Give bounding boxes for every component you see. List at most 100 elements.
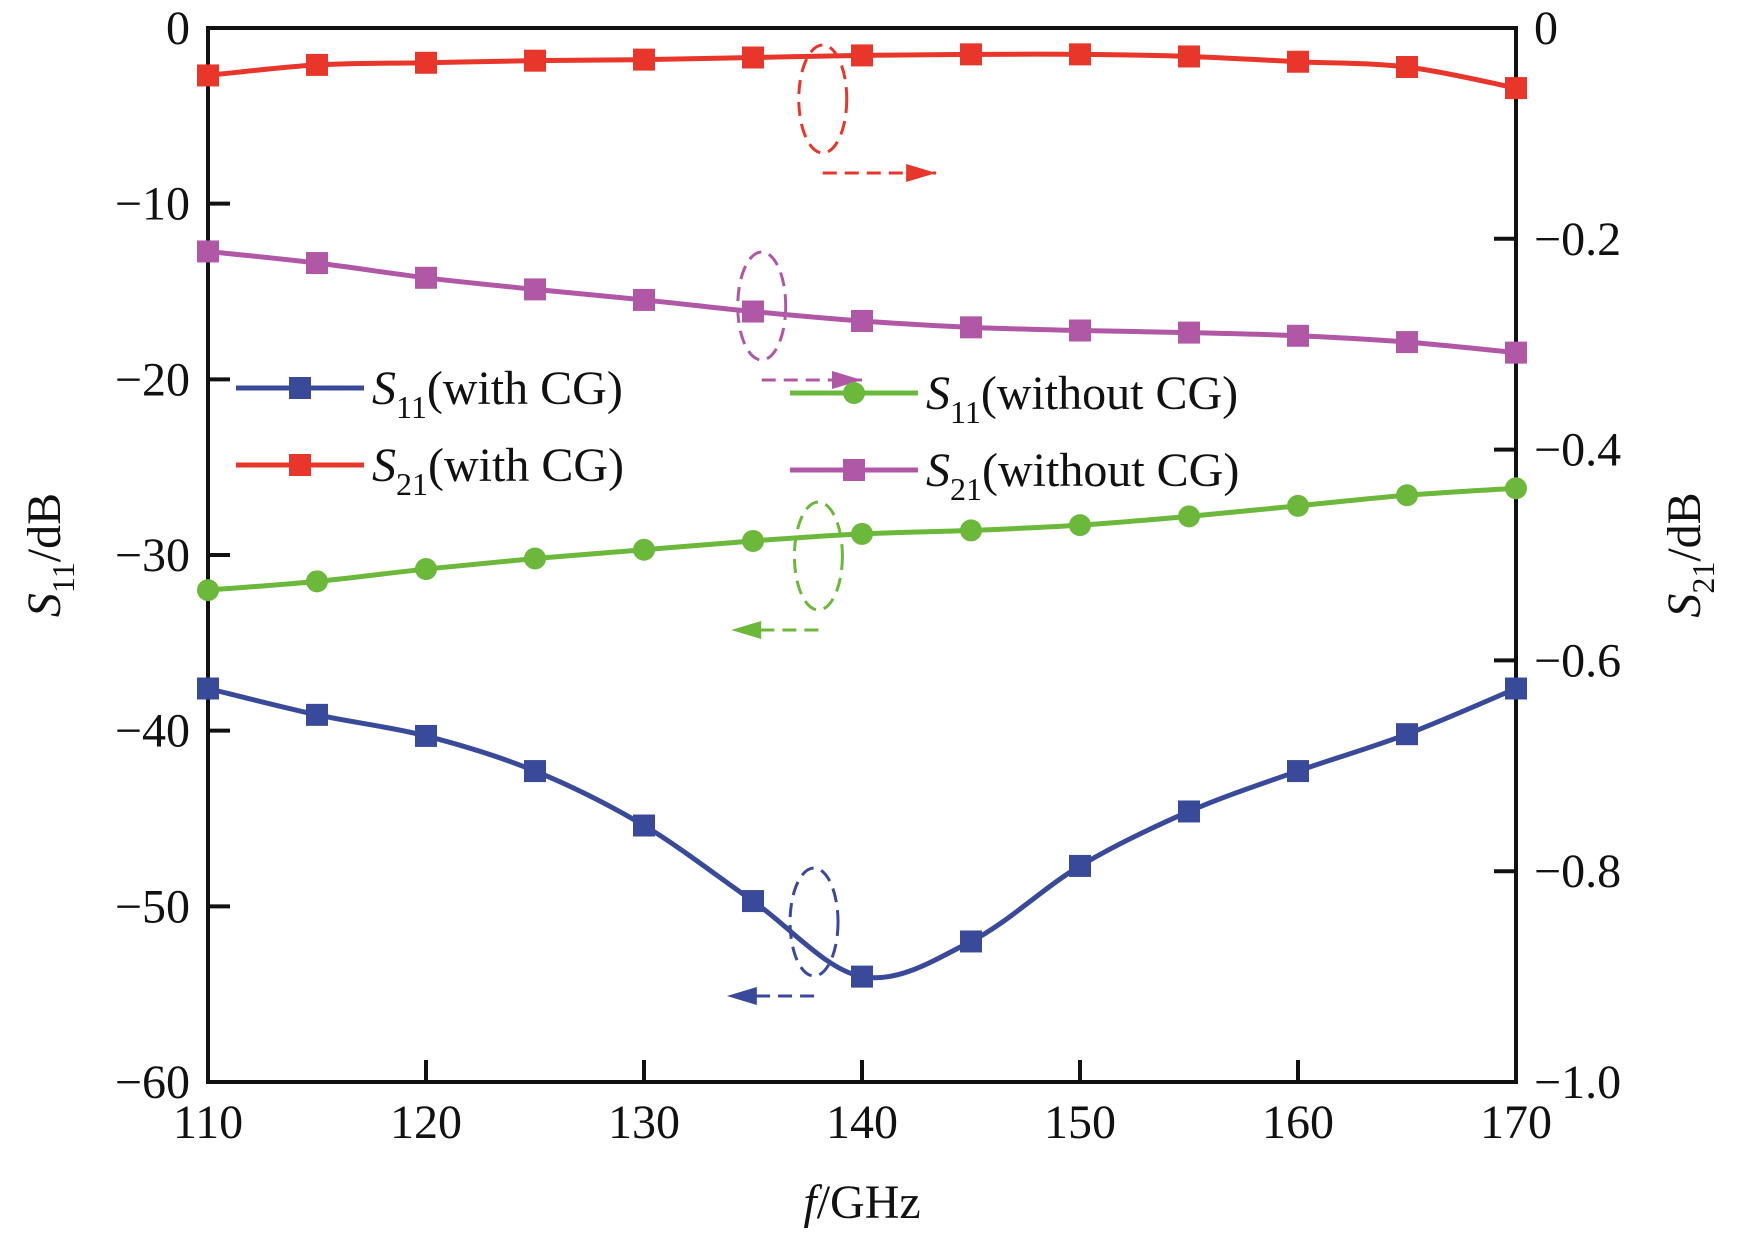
data-point [1505, 677, 1527, 700]
plot-frame [206, 26, 1518, 1084]
data-point [306, 703, 328, 726]
data-point [197, 240, 219, 263]
x-tick-label: 160 [1262, 1096, 1334, 1149]
data-point [1287, 50, 1309, 73]
legend-entry: S11(with CG) [236, 362, 623, 425]
right-axis-title: S21/dB [1658, 492, 1721, 617]
left-tick-label: −60 [115, 1056, 190, 1109]
data-point [415, 266, 437, 289]
data-point [1396, 331, 1418, 354]
right-tick-label: −0.4 [1534, 424, 1621, 477]
data-point [1396, 484, 1418, 507]
data-point [1287, 494, 1309, 517]
legend-label: S21(with CG) [372, 439, 624, 502]
series-layer [197, 43, 1527, 988]
data-point [633, 814, 655, 837]
data-point [1069, 854, 1091, 877]
data-point [1396, 723, 1418, 746]
series-s21-without-cg- [197, 240, 1527, 364]
data-point [524, 278, 546, 301]
arrow-s21-without-cg-right [736, 250, 862, 389]
right-tick-label: −0.2 [1534, 213, 1621, 266]
data-point [742, 46, 764, 69]
data-point [633, 538, 655, 561]
axis-titles: f/GHz S11/dB S21/dB [18, 492, 1721, 1229]
data-point [960, 316, 982, 339]
data-point [851, 44, 873, 67]
data-point [1178, 800, 1200, 823]
legend-marker [289, 454, 311, 476]
legend-entry: S11(without CG) [790, 367, 1238, 430]
legend-label: S11(with CG) [372, 362, 623, 425]
right-tick-label: −0.8 [1534, 845, 1621, 898]
plot-border [206, 26, 1518, 1084]
data-point [633, 48, 655, 71]
left-tick-label: −20 [115, 353, 190, 406]
data-point [1069, 514, 1091, 537]
data-point [1178, 45, 1200, 68]
data-point [960, 43, 982, 66]
right-axis: 0 −0.2 −0.4 −0.6 −0.8 −1.0 [1494, 2, 1621, 1109]
data-point [960, 519, 982, 542]
data-point [524, 547, 546, 570]
data-point [524, 49, 546, 72]
data-point [524, 760, 546, 783]
left-axis-title: S11/dB [18, 493, 81, 617]
arrow-s11-with-cg-left [726, 866, 840, 1005]
x-axis-title: f/GHz [803, 1176, 920, 1229]
legend-marker [843, 459, 865, 481]
left-tick-label: −40 [115, 705, 190, 758]
data-point [851, 965, 873, 988]
legend-entry: S21(without CG) [790, 444, 1239, 507]
data-point [1505, 77, 1527, 100]
right-tick-label: 0 [1534, 2, 1558, 55]
series-line [207, 248, 1517, 356]
data-point [1505, 341, 1527, 364]
arrow-s21-with-cg-right [797, 43, 937, 182]
data-point [1069, 43, 1091, 66]
left-tick-label: −50 [115, 880, 190, 933]
data-point [415, 558, 437, 581]
x-tick-label: 140 [826, 1096, 898, 1149]
x-tick-label: 170 [1480, 1096, 1552, 1149]
left-axis: 0 −10 −20 −30 −40 −50 −60 [115, 2, 230, 1109]
right-tick-label: −0.6 [1534, 634, 1621, 687]
x-axis: 110 120 130 140 150 160 170 [173, 1060, 1552, 1149]
axis-indicator-arrows [726, 43, 937, 1005]
data-point [306, 570, 328, 593]
data-point [1287, 760, 1309, 783]
data-point [197, 579, 219, 602]
legend-entry: S21(with CG) [236, 439, 624, 502]
left-tick-label: −30 [115, 529, 190, 582]
data-point [415, 51, 437, 74]
left-tick-label: 0 [166, 2, 190, 55]
legend: S11(with CG) S21(with CG) S11(without CG) S… [236, 362, 1239, 507]
series-line [207, 686, 1517, 981]
x-tick-label: 120 [390, 1096, 462, 1149]
data-point [1396, 55, 1418, 78]
data-point [1178, 321, 1200, 344]
left-tick-label: −10 [115, 178, 190, 231]
data-point [1069, 319, 1091, 342]
data-point [306, 252, 328, 275]
x-tick-label: 130 [608, 1096, 680, 1149]
legend-marker [843, 382, 865, 404]
legend-marker [289, 377, 311, 399]
data-point [742, 300, 764, 323]
series-s11-with-cg- [197, 677, 1527, 988]
data-point [851, 310, 873, 333]
data-point [633, 288, 655, 311]
data-point [851, 522, 873, 545]
data-point [306, 53, 328, 76]
series-s11-without-cg- [197, 477, 1527, 602]
series-s21-with-cg- [197, 43, 1527, 100]
data-point [197, 64, 219, 87]
x-tick-label: 150 [1044, 1096, 1116, 1149]
legend-label: S11(without CG) [926, 367, 1238, 430]
data-point [1287, 324, 1309, 347]
data-point [1178, 505, 1200, 528]
x-tick-label: 110 [173, 1096, 243, 1149]
data-point [1505, 477, 1527, 500]
data-point [415, 724, 437, 747]
